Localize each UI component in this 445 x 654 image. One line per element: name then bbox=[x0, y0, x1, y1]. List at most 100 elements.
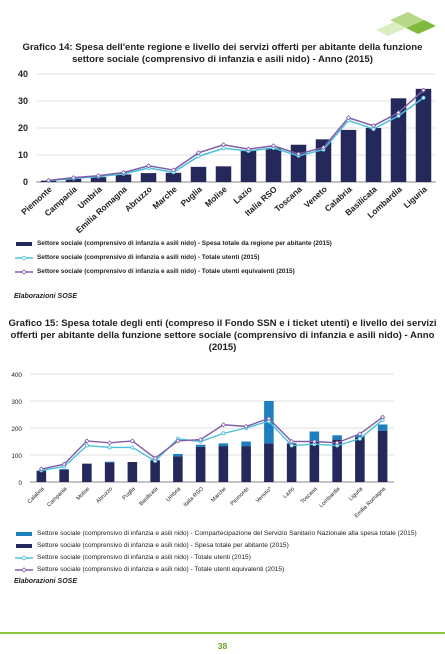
chart-2-x-tick-label: Toscana bbox=[300, 486, 320, 506]
chart-2-point bbox=[198, 437, 204, 443]
chart-2-bar bbox=[59, 469, 69, 482]
chart-2-bar bbox=[286, 443, 297, 482]
chart-1-series-line-2 bbox=[48, 89, 425, 182]
chart-1-x-tick-label: Toscana bbox=[272, 184, 304, 214]
chart-2-point bbox=[311, 438, 317, 445]
chart-1-bar bbox=[290, 144, 307, 182]
chart-2-x-tick-label: Calabria bbox=[27, 486, 47, 506]
chart-1-point bbox=[270, 143, 277, 149]
chart-2-source: Elaborazioni SOSE bbox=[14, 578, 78, 585]
chart-2-legend-label: Settore sociale (comprensivo di infanzia… bbox=[37, 566, 285, 573]
chart-2-bar-stack bbox=[59, 469, 69, 470]
chart-2-bar-stack bbox=[195, 444, 206, 447]
chart-2-x-tick-label: Lazio bbox=[282, 486, 296, 500]
chart-2-point bbox=[84, 438, 90, 444]
chart-2-bar bbox=[127, 462, 138, 482]
chart-1-x-tick-label: Liguria bbox=[401, 184, 429, 210]
chart-2: 0 100 200 300 400 Calabria Campania Molise Abruz… bbox=[11, 372, 394, 519]
chart-1-point bbox=[145, 163, 152, 169]
legend-swatch-icon bbox=[16, 544, 32, 548]
chart-1-point bbox=[370, 123, 377, 129]
chart-2-point bbox=[130, 445, 135, 450]
chart-2-bar bbox=[150, 460, 160, 482]
chart-2-x-tick-label: Molise bbox=[76, 486, 92, 502]
chart-1-bar bbox=[390, 98, 407, 182]
chart-2-legend-label: Settore sociale (comprensivo di infanzia… bbox=[37, 554, 251, 561]
chart-1-bar bbox=[340, 129, 357, 182]
legend-swatch-icon bbox=[15, 255, 33, 261]
chart-1-point bbox=[95, 173, 102, 179]
chart-1-bar bbox=[140, 173, 157, 182]
chart-1-point bbox=[395, 110, 402, 116]
chart-2-point bbox=[152, 455, 158, 461]
chart-2-bar bbox=[241, 446, 251, 482]
chart-2-series-line-2 bbox=[41, 416, 384, 470]
chart-2-bar-stack bbox=[241, 441, 251, 447]
chart-2-point bbox=[243, 423, 249, 429]
chart-2-bar-stack bbox=[218, 443, 229, 447]
chart-2-bar-stack bbox=[332, 435, 342, 440]
chart-2-x-tick-label: Veneto* bbox=[255, 486, 274, 505]
chart-2-point bbox=[129, 438, 135, 444]
chart-1-point bbox=[245, 146, 252, 152]
legend-swatch-icon bbox=[15, 269, 33, 275]
chart-2-y-tick-label: 300 bbox=[11, 399, 22, 406]
legend-swatch-icon bbox=[15, 555, 33, 561]
chart-2-point bbox=[220, 422, 226, 428]
chart-1-point bbox=[45, 177, 52, 183]
chart-2-legend-item: Settore sociale (comprensivo di infanzia… bbox=[14, 528, 417, 540]
chart-1-legend-item: Settore sociale (comprensivo di infanzia… bbox=[14, 251, 332, 265]
chart-1-bar bbox=[215, 166, 232, 182]
chart-1-point bbox=[320, 144, 327, 151]
chart-2-x-tick-label: Lombardia bbox=[319, 486, 343, 510]
chart-2-x-tick-label: Campania bbox=[46, 486, 69, 509]
chart-2-point bbox=[289, 438, 295, 445]
chart-1-point bbox=[420, 87, 427, 93]
chart-2-y-tick-label: 100 bbox=[11, 453, 22, 460]
chart-2-y-tick-label: 0 bbox=[18, 480, 22, 487]
chart-2-bar-stack bbox=[173, 453, 183, 457]
chart-2-bar bbox=[332, 439, 342, 482]
chart-1-bar bbox=[415, 88, 432, 182]
chart-1-bar bbox=[165, 172, 182, 182]
footer-divider bbox=[0, 632, 445, 634]
chart-2-x-tick-label: Italia RSO bbox=[183, 486, 206, 509]
chart-1-x-tick-label: Abruzzo bbox=[123, 184, 154, 214]
chart-2-x-tick-label: Marche bbox=[210, 486, 227, 503]
chart-1-y-tick-label: 0 bbox=[23, 177, 28, 187]
chart-1-source: Elaborazioni SOSE bbox=[14, 293, 78, 300]
chart-1-bar bbox=[365, 128, 382, 182]
chart-2-bar-stack bbox=[104, 461, 115, 463]
chart-2-point bbox=[289, 443, 294, 448]
chart-1-legend-item: Settore sociale (comprensivo di infanzia… bbox=[14, 237, 332, 251]
chart-2-point bbox=[107, 445, 112, 450]
chart-2-bar bbox=[218, 446, 229, 482]
chart-1-legend-item: Settore sociale (comprensivo di infanzia… bbox=[14, 265, 332, 279]
chart-2-legend-label: Settore sociale (comprensivo di infanzia… bbox=[37, 530, 417, 537]
chart-2-point bbox=[266, 415, 272, 422]
chart-2-bar bbox=[104, 462, 115, 482]
chart-2-legend-item: Settore sociale (comprensivo di infanzia… bbox=[14, 540, 417, 552]
chart-2-bar bbox=[264, 443, 274, 482]
chart-1-legend-label: Settore sociale (comprensivo di infanzia… bbox=[37, 268, 295, 275]
chart-2-bar bbox=[309, 440, 320, 482]
chart-1-series-line-1 bbox=[48, 97, 424, 182]
chart-2-x-tick-label: Liguria bbox=[348, 486, 365, 503]
chart-2-bar-stack bbox=[377, 424, 388, 431]
chart-1-y-tick-label: 30 bbox=[18, 96, 28, 106]
legend-swatch-icon bbox=[16, 242, 32, 246]
chart-2-bar bbox=[173, 456, 183, 482]
chart-1-bar bbox=[115, 174, 132, 182]
chart-2-series-line-1 bbox=[41, 419, 384, 472]
chart-2-legend-label: Settore sociale (comprensivo di infanzia… bbox=[37, 542, 289, 549]
chart-2-bar-stack bbox=[309, 431, 320, 441]
chart-1-point bbox=[120, 169, 127, 176]
sose-logo-icon bbox=[376, 12, 436, 36]
chart-2-point bbox=[84, 443, 89, 448]
chart-1-x-tick-label: Molise bbox=[203, 184, 229, 209]
chart-2-point bbox=[61, 461, 67, 467]
chart-1-y-tick-label: 40 bbox=[18, 69, 28, 79]
chart-1-y-tick-label: 10 bbox=[18, 150, 28, 160]
chart-1-bar bbox=[265, 148, 282, 182]
